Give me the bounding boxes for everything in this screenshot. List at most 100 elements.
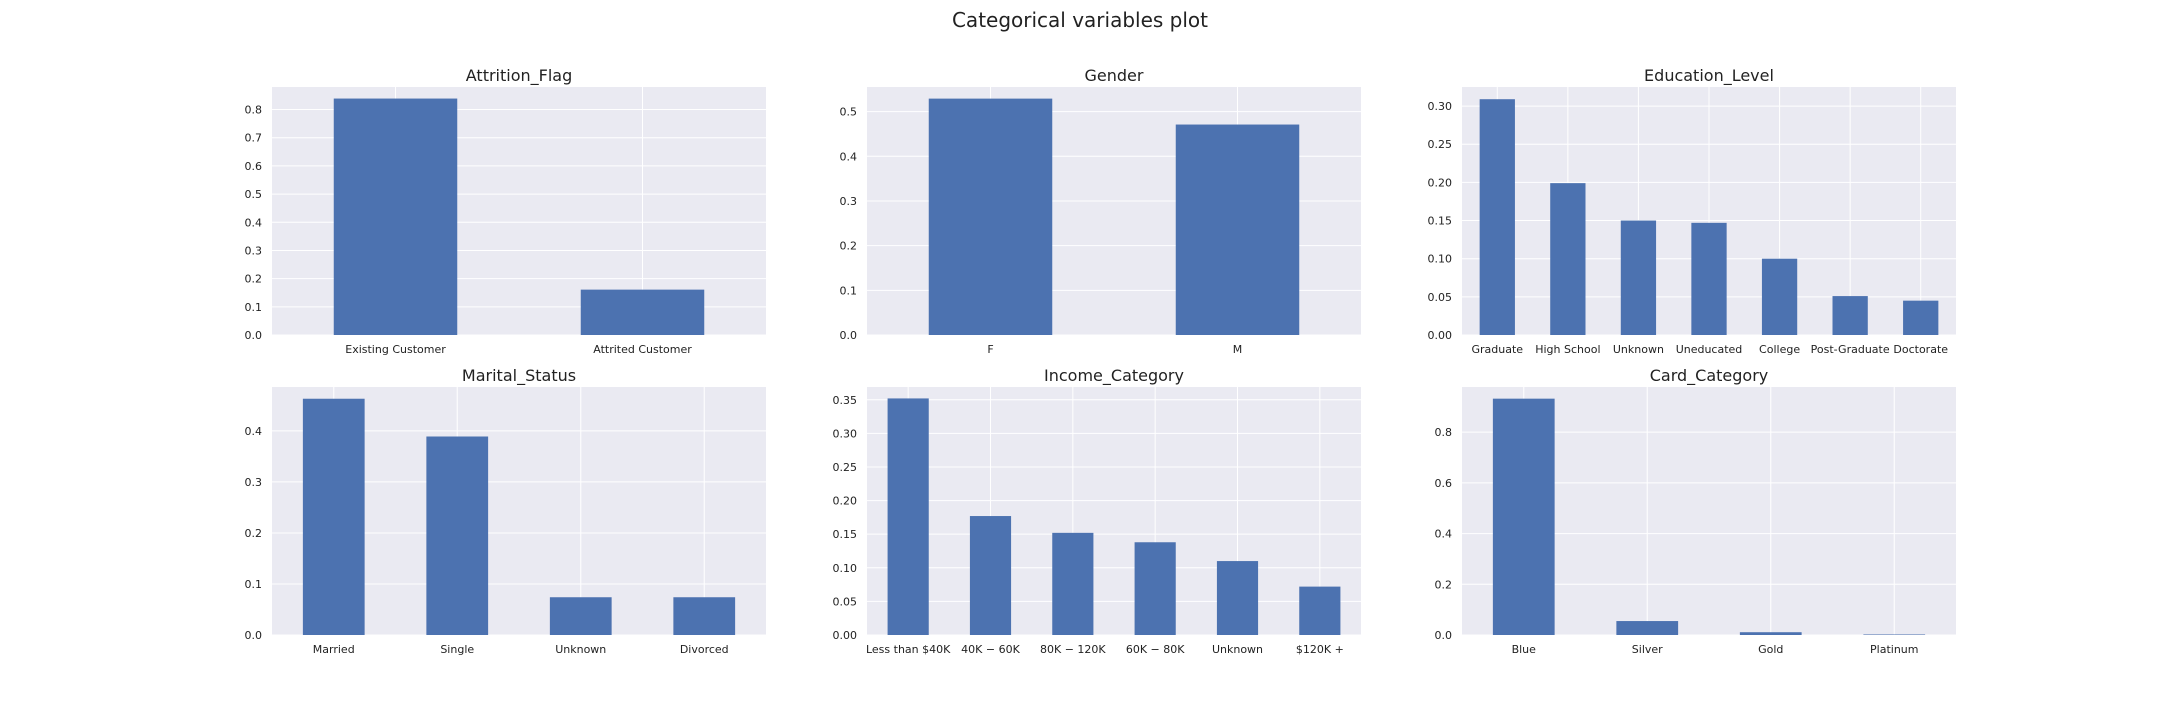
y-tick-label: 0.15 [1428, 215, 1453, 228]
subplot-attrition-flag: 0.0 0.1 0.2 0.3 0.4 0.5 0.6 0.7 0.8 Existing Cust… [245, 66, 766, 356]
y-tick-label: 0.15 [833, 528, 858, 541]
y-tick-label: 0.6 [245, 160, 263, 173]
subplot-gender: 0.0 0.1 0.2 0.3 0.4 0.5 F M Gender [840, 66, 1361, 356]
subplot-title: Education_Level [1644, 66, 1774, 86]
y-tick-label: 0.05 [1428, 291, 1453, 304]
y-tick-label: 0.2 [245, 273, 263, 286]
y-tick-label: 0.0 [245, 629, 263, 642]
y-tick-label: 0.20 [833, 495, 858, 508]
y-tick-label: 0.4 [245, 216, 263, 229]
x-tick-label: Existing Customer [345, 343, 446, 356]
bar-existing-customer [333, 98, 458, 336]
bar-40k-60k [969, 516, 1012, 635]
figure-title: Categorical variables plot [951, 8, 1209, 32]
bar-divorced [673, 597, 736, 635]
x-tick-label: 40K − 60K [961, 643, 1020, 656]
y-tick-label: 0.20 [1428, 176, 1453, 189]
y-tick-label: 0.00 [1428, 329, 1453, 342]
bar-unknown [1620, 220, 1657, 335]
bar-married [302, 398, 365, 635]
y-tick-label: 0.0 [1435, 629, 1453, 642]
x-tick-label: 60K − 80K [1126, 643, 1185, 656]
x-tick-label: Gold [1758, 643, 1783, 656]
y-tick-label: 0.5 [245, 188, 263, 201]
bar-platinum [1863, 634, 1926, 635]
subplot-card-category: 0.0 0.2 0.4 0.6 0.8 Blue Silver Gold Platinum Car… [1435, 366, 1956, 656]
y-tick-label: 0.6 [1435, 477, 1453, 490]
bar-post-graduate [1832, 296, 1868, 335]
y-tick-label: 0.5 [840, 106, 858, 119]
y-tick-label: 0.8 [245, 104, 263, 117]
subplot-title: Gender [1085, 66, 1144, 85]
subplot-title: Card_Category [1650, 366, 1769, 386]
y-tick-label: 0.30 [833, 427, 858, 440]
y-tick-label: 0.1 [245, 301, 263, 314]
x-tick-label: 80K − 120K [1040, 643, 1106, 656]
y-tick-label: 0.10 [833, 562, 858, 575]
bar-blue [1492, 398, 1555, 635]
subplot-title: Marital_Status [462, 366, 576, 386]
y-tick-label: 0.2 [840, 240, 858, 253]
x-tick-label: Married [313, 643, 355, 656]
x-tick-label: Single [440, 643, 474, 656]
y-tick-label: 0.3 [245, 476, 263, 489]
plot-area [867, 387, 1361, 635]
x-tick-label: Less than $40K [866, 643, 951, 656]
bar-uneducated [1691, 222, 1727, 335]
bar-m [1175, 124, 1300, 336]
bar-60k-80k [1134, 542, 1176, 635]
y-tick-label: 0.30 [1428, 100, 1453, 113]
bar-attrited-customer [580, 289, 705, 335]
bar-f [928, 98, 1053, 336]
bar-graduate [1479, 99, 1515, 335]
x-tick-label: Attrited Customer [593, 343, 692, 356]
x-tick-label: Graduate [1472, 343, 1524, 356]
x-tick-label: Uneducated [1676, 343, 1743, 356]
x-tick-label: Divorced [680, 643, 729, 656]
y-tick-label: 0.25 [1428, 138, 1453, 151]
y-tick-label: 0.2 [245, 527, 263, 540]
subplot-title: Income_Category [1044, 366, 1184, 386]
x-tick-label: Doctorate [1893, 343, 1948, 356]
subplot-education-level: 0.00 0.05 0.10 0.15 0.20 0.25 0.30 Graduate High… [1428, 66, 1956, 356]
x-tick-label: College [1759, 343, 1800, 356]
bar-gold [1739, 632, 1802, 635]
y-tick-label: 0.10 [1428, 253, 1453, 266]
y-tick-label: 0.3 [245, 244, 263, 257]
y-tick-label: 0.2 [1435, 578, 1453, 591]
y-tick-label: 0.0 [245, 329, 263, 342]
y-tick-label: 0.25 [833, 461, 858, 474]
bar-college [1761, 258, 1798, 335]
y-tick-label: 0.8 [1435, 426, 1453, 439]
x-tick-label: F [987, 343, 993, 356]
subplot-title: Attrition_Flag [466, 66, 573, 86]
bar-single [426, 436, 489, 635]
bar-doctorate [1903, 300, 1939, 335]
y-tick-label: 0.1 [840, 284, 858, 297]
x-tick-label: Platinum [1870, 643, 1918, 656]
y-tick-label: 0.35 [833, 394, 858, 407]
y-tick-label: 0.4 [245, 425, 263, 438]
bar-unknown [1216, 561, 1259, 635]
subplot-income-category: 0.00 0.05 0.10 0.15 0.20 0.25 0.30 0.35 Less tha… [833, 366, 1361, 656]
x-tick-label: Silver [1632, 643, 1663, 656]
bar-less-than-40k [887, 398, 929, 635]
y-tick-label: 0.4 [840, 150, 858, 163]
y-tick-label: 0.0 [840, 329, 858, 342]
bar-silver [1616, 621, 1679, 635]
x-tick-label: Unknown [1212, 643, 1263, 656]
x-tick-label: Unknown [1613, 343, 1664, 356]
x-tick-label: $120K + [1296, 643, 1344, 656]
bar-80k-120k [1052, 532, 1094, 635]
y-tick-label: 0.1 [245, 578, 263, 591]
x-tick-label: Blue [1512, 643, 1537, 656]
x-tick-label: Unknown [555, 643, 606, 656]
bar-high-school [1550, 183, 1586, 335]
y-tick-label: 0.4 [1435, 528, 1453, 541]
x-tick-label: Post-Graduate [1811, 343, 1890, 356]
y-tick-label: 0.3 [840, 195, 858, 208]
y-tick-label: 0.00 [833, 629, 858, 642]
bar-120k [1299, 586, 1341, 635]
